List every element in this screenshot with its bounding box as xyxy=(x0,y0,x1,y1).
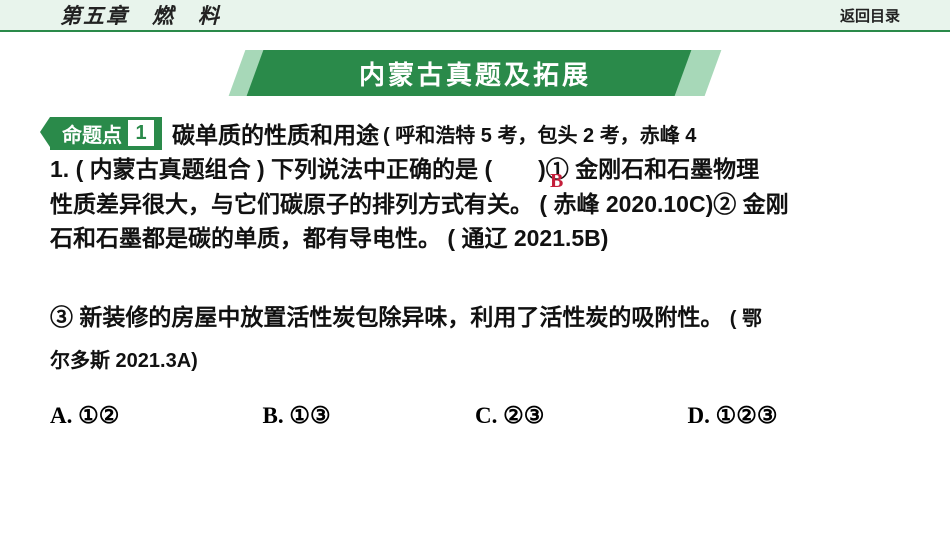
option-a[interactable]: A. ①② xyxy=(50,403,263,429)
option-c[interactable]: C. ②③ xyxy=(475,403,688,429)
options-row: A. ①② B. ①③ C. ②③ D. ①②③ xyxy=(50,403,900,429)
banner: 内蒙古真题及拓展 xyxy=(255,50,695,96)
chapter-title: 第五章 燃 料 xyxy=(60,0,221,30)
topic-note: ( 呼和浩特 5 考，包头 2 考，赤峰 4 xyxy=(383,119,696,148)
topic-tag: 命题点 1 xyxy=(50,117,162,150)
topic-title: 碳单质的性质和用途 xyxy=(172,116,379,150)
q-line2: 性质差异很大，与它们碳原子的排列方式有关。 ( 赤峰 2020.10C)② 金刚 xyxy=(50,191,789,217)
paragraph-2: ③ 新装修的房屋中放置活性炭包除异味，利用了活性炭的吸附性。 ( 鄂 尔多斯 2… xyxy=(50,296,900,381)
p2-src1: ( 鄂 xyxy=(730,308,762,330)
topic-line: 命题点 1 碳单质的性质和用途 ( 呼和浩特 5 考，包头 2 考，赤峰 4 xyxy=(50,116,900,150)
p2-text: ③ 新装修的房屋中放置活性炭包除异味，利用了活性炭的吸附性。 xyxy=(50,304,723,330)
q-line1b: ① 金刚石和石墨物理 xyxy=(546,156,759,182)
option-d[interactable]: D. ①②③ xyxy=(688,403,901,429)
option-b[interactable]: B. ①③ xyxy=(263,403,476,429)
p2-src2: 尔多斯 2021.3A) xyxy=(50,350,198,372)
question-block: B 1. ( 内蒙古真题组合 ) 下列说法中正确的是 ( )① 金刚石和石墨物理… xyxy=(50,152,900,256)
topic-tag-label: 命题点 xyxy=(62,119,122,148)
q-line3: 石和石墨都是碳的单质，都有导电性。 ( 通辽 2021.5B) xyxy=(50,225,608,251)
content: 命题点 1 碳单质的性质和用途 ( 呼和浩特 5 考，包头 2 考，赤峰 4 B… xyxy=(0,116,950,429)
answer-mark: B xyxy=(550,166,563,196)
return-link[interactable]: 返回目录 xyxy=(840,5,900,26)
header-bar: 第五章 燃 料 返回目录 xyxy=(0,0,950,32)
banner-wrap: 内蒙古真题及拓展 xyxy=(0,50,950,96)
topic-number: 1 xyxy=(128,120,154,146)
banner-text: 内蒙古真题及拓展 xyxy=(359,55,591,92)
q-line1a: 1. ( 内蒙古真题组合 ) 下列说法中正确的是 ( ) xyxy=(50,156,546,182)
